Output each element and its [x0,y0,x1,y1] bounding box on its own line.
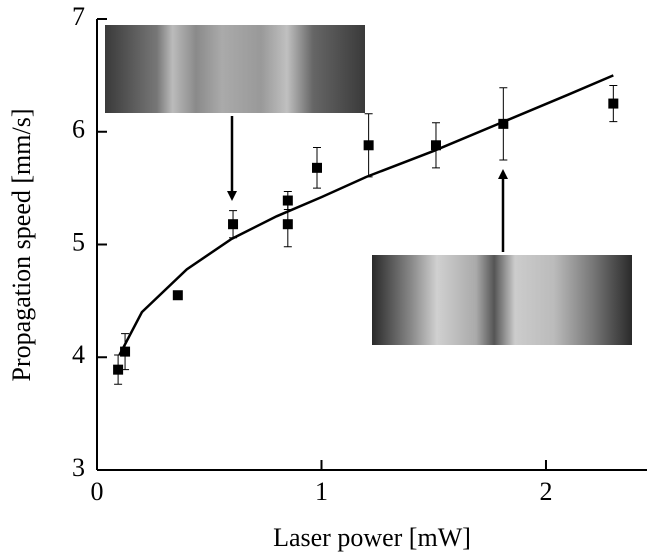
data-point [282,195,293,206]
data-point [312,162,322,173]
y-tick-label: 6 [72,115,85,144]
y-tick-label: 4 [72,340,85,369]
data-point [228,219,239,230]
fit-curve [118,74,614,356]
data-point [430,140,441,151]
inset-image [372,255,632,345]
y-tick-label: 7 [72,2,85,31]
x-tick-label: 1 [315,477,328,506]
inset-image [105,25,365,113]
data-point [172,290,183,301]
x-axis-label: Laser power [mW] [273,523,471,552]
y-tick-label: 5 [72,227,85,256]
data-point [113,364,124,375]
data-point [498,118,509,129]
data-point [120,346,131,357]
data-point [608,98,619,109]
data-point [282,219,293,230]
x-tick-label: 2 [539,477,552,506]
x-tick-label: 0 [91,477,104,506]
y-tick-label: 3 [72,453,85,482]
y-axis-label: Propagation speed [mm/s] [7,109,36,382]
data-point [363,140,374,151]
